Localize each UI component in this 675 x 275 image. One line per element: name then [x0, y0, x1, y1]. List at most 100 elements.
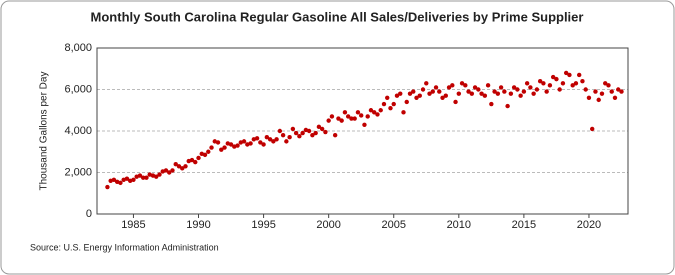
data-point — [173, 162, 178, 167]
data-point — [124, 176, 130, 181]
data-point — [349, 116, 354, 121]
x-tick-label: 2020 — [577, 219, 601, 231]
data-point — [583, 87, 588, 92]
data-point — [222, 145, 227, 150]
data-point — [469, 91, 475, 96]
data-point — [215, 140, 221, 145]
data-point — [277, 128, 283, 134]
data-point — [502, 89, 507, 94]
data-point — [183, 164, 188, 169]
x-tick-label: 2000 — [316, 219, 340, 231]
data-point — [420, 87, 426, 92]
data-point — [498, 85, 504, 90]
data-point — [547, 83, 553, 88]
data-point — [310, 132, 315, 138]
data-point — [381, 101, 387, 107]
x-tick-label: 1985 — [121, 219, 145, 231]
data-point — [284, 139, 289, 144]
data-point — [336, 116, 341, 121]
data-point — [219, 147, 224, 152]
data-point — [524, 81, 530, 86]
data-point — [446, 85, 452, 90]
data-point — [401, 110, 406, 115]
data-point — [355, 110, 361, 115]
y-axis-label: Thousand Gallons per Day — [39, 72, 50, 191]
data-point — [557, 87, 562, 92]
data-point — [163, 168, 169, 173]
data-point — [300, 130, 305, 136]
data-point — [329, 114, 335, 119]
data-point — [385, 95, 390, 101]
data-point — [372, 110, 377, 115]
data-point — [476, 87, 481, 92]
y-tick-label: 0 — [86, 208, 92, 220]
data-point — [508, 91, 514, 96]
data-point — [580, 79, 585, 84]
data-point — [157, 172, 162, 177]
data-point — [111, 177, 117, 182]
data-point — [365, 114, 370, 119]
data-point — [202, 152, 208, 158]
data-point — [414, 95, 419, 101]
data-point — [492, 89, 497, 94]
data-point — [563, 70, 569, 76]
data-point — [235, 143, 240, 148]
data-point — [599, 91, 605, 96]
data-point — [534, 87, 540, 92]
data-point — [313, 130, 318, 136]
data-point — [358, 113, 364, 118]
data-point — [345, 114, 351, 119]
data-point — [489, 101, 494, 107]
data-point — [206, 149, 211, 154]
data-point — [167, 170, 172, 175]
x-tick-label: 2005 — [381, 219, 405, 231]
data-point — [521, 89, 527, 94]
data-point — [196, 155, 201, 161]
data-point — [511, 85, 517, 90]
data-point — [105, 184, 110, 190]
data-point — [326, 118, 331, 123]
data-point — [193, 159, 198, 165]
y-tick-label: 8,000 — [64, 42, 92, 54]
data-point — [394, 93, 400, 98]
data-point — [258, 140, 263, 145]
data-point — [342, 110, 348, 115]
data-point — [404, 99, 409, 105]
data-point — [209, 145, 214, 150]
data-point — [352, 116, 357, 121]
data-point — [430, 89, 435, 94]
data-point — [137, 173, 143, 178]
data-point — [144, 175, 149, 180]
data-point — [603, 81, 608, 86]
data-point — [323, 129, 328, 135]
data-point — [141, 175, 146, 180]
data-point — [482, 93, 488, 98]
data-point — [573, 81, 579, 86]
data-point — [466, 89, 471, 94]
data-point — [189, 157, 195, 163]
data-point — [560, 81, 566, 86]
data-point — [472, 85, 478, 90]
y-tick-label: 2,000 — [64, 166, 92, 178]
data-point — [293, 130, 299, 136]
data-point — [606, 83, 611, 88]
data-point — [280, 132, 286, 138]
data-point — [443, 93, 448, 98]
data-point — [306, 128, 312, 134]
data-point — [417, 93, 422, 98]
data-point — [554, 76, 559, 82]
data-point — [118, 180, 123, 186]
data-point — [267, 137, 273, 142]
data-point — [570, 83, 575, 88]
data-point — [537, 79, 543, 84]
data-point — [131, 177, 136, 182]
data-point — [248, 141, 253, 146]
data-point — [398, 91, 403, 96]
data-point — [241, 139, 247, 144]
data-point — [550, 74, 556, 80]
data-point — [154, 174, 159, 179]
y-tick-label: 6,000 — [64, 83, 92, 95]
data-point — [180, 166, 185, 171]
data-point — [479, 91, 484, 96]
